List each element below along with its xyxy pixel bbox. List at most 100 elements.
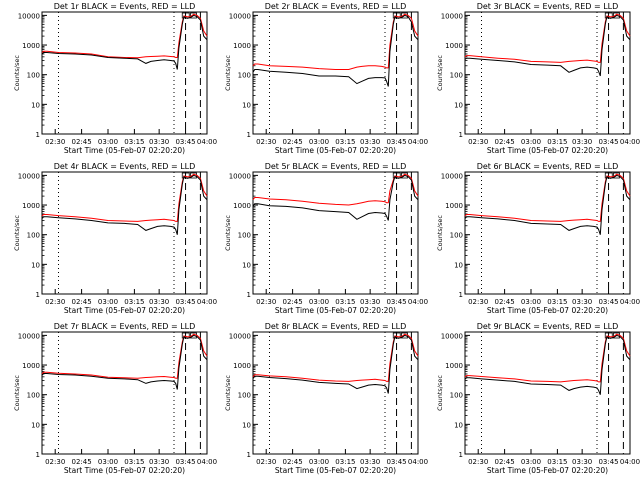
y-tick-label: 10 xyxy=(31,261,40,269)
series-lld-line xyxy=(41,333,208,379)
y-tick-label: 10 xyxy=(454,261,463,269)
y-tick-label: 100 xyxy=(238,392,251,400)
x-axis-label: Start Time (05-Feb-07 02:20:20) xyxy=(487,466,608,475)
y-tick-label: 10 xyxy=(31,421,40,429)
y-tick-label: 1000 xyxy=(22,42,40,50)
x-tick-label: 02:45 xyxy=(72,298,92,306)
y-axis-label: Counts/sec xyxy=(13,375,21,411)
x-tick-label: 03:00 xyxy=(309,298,329,306)
plot-frame xyxy=(252,11,419,135)
x-tick-label: 03:45 xyxy=(175,458,195,466)
x-axis-label: Start Time (05-Feb-07 02:20:20) xyxy=(64,146,185,155)
x-tick-label: 03:00 xyxy=(98,138,118,146)
x-tick-label: 03:45 xyxy=(386,298,406,306)
series-events-line xyxy=(464,14,631,77)
x-tick-label: 03:30 xyxy=(360,298,380,306)
panel-title: Det 3r BLACK = Events, RED = LLD xyxy=(477,2,619,11)
x-tick-label: 03:45 xyxy=(175,138,195,146)
plot-frame xyxy=(252,171,419,295)
y-tick-label: 1000 xyxy=(233,42,251,50)
series-lld-line xyxy=(252,173,419,206)
y-tick-label: 1000 xyxy=(233,362,251,370)
x-tick-label: 03:45 xyxy=(386,138,406,146)
x-tick-label: 03:00 xyxy=(98,298,118,306)
x-tick-label: 03:30 xyxy=(149,298,169,306)
panel-det-1: Det 1r BLACK = Events, RED = LLD 1 10 100 10… xyxy=(13,2,217,155)
y-tick-label: 10 xyxy=(242,261,251,269)
x-tick-label: 03:00 xyxy=(521,138,541,146)
y-tick-label: 100 xyxy=(450,72,463,80)
y-tick-label: 10000 xyxy=(229,332,251,340)
y-tick-label: 1 xyxy=(247,291,251,299)
series-events-line xyxy=(464,334,631,395)
x-tick-label: 02:45 xyxy=(495,458,515,466)
panel-title: Det 1r BLACK = Events, RED = LLD xyxy=(54,2,196,11)
y-tick-label: 1 xyxy=(459,291,463,299)
x-tick-label: 03:45 xyxy=(598,458,618,466)
x-tick-label: 04:00 xyxy=(197,458,217,466)
x-tick-label: 04:00 xyxy=(408,298,428,306)
panel-det-2: Det 2r BLACK = Events, RED = LLD 1 10 100 10… xyxy=(224,2,428,155)
x-tick-label: 03:00 xyxy=(309,138,329,146)
x-tick-label: 02:45 xyxy=(283,298,303,306)
panel-title: Det 4r BLACK = Events, RED = LLD xyxy=(54,162,196,171)
x-tick-label: 04:00 xyxy=(620,458,640,466)
series-lld-line xyxy=(252,13,419,70)
x-tick-label: 03:30 xyxy=(360,458,380,466)
x-tick-label: 03:15 xyxy=(547,458,567,466)
series-events-line xyxy=(252,334,419,394)
x-tick-label: 04:00 xyxy=(620,298,640,306)
y-axis-label: Counts/sec xyxy=(436,375,444,411)
x-tick-label: 03:15 xyxy=(547,298,567,306)
plot-frame xyxy=(464,171,631,295)
panel-title: Det 6r BLACK = Events, RED = LLD xyxy=(477,162,619,171)
plot-frame xyxy=(464,11,631,135)
y-tick-label: 1000 xyxy=(22,202,40,210)
series-lld-line xyxy=(464,173,631,222)
series-events-line xyxy=(41,334,208,390)
x-axis-label: Start Time (05-Feb-07 02:20:20) xyxy=(487,306,608,315)
x-tick-label: 03:30 xyxy=(572,138,592,146)
panel-det-3: Det 3r BLACK = Events, RED = LLD 1 10 100 10… xyxy=(436,2,640,155)
y-tick-label: 100 xyxy=(238,232,251,240)
x-tick-label: 02:30 xyxy=(256,458,276,466)
panel-det-5: Det 5r BLACK = Events, RED = LLD 1 10 100 10… xyxy=(224,162,428,315)
x-tick-label: 03:45 xyxy=(175,298,195,306)
y-axis-label: Counts/sec xyxy=(436,215,444,251)
y-tick-label: 10 xyxy=(31,101,40,109)
x-axis-label: Start Time (05-Feb-07 02:20:20) xyxy=(487,146,608,155)
x-tick-label: 03:30 xyxy=(149,138,169,146)
y-axis-label: Counts/sec xyxy=(13,215,21,251)
series-lld-line xyxy=(252,333,419,382)
x-tick-label: 03:15 xyxy=(547,138,567,146)
y-tick-label: 10000 xyxy=(441,172,463,180)
y-tick-label: 10000 xyxy=(441,332,463,340)
x-tick-label: 03:00 xyxy=(309,458,329,466)
x-tick-label: 02:45 xyxy=(495,298,515,306)
x-tick-label: 02:30 xyxy=(468,298,488,306)
y-tick-label: 1 xyxy=(247,131,251,139)
series-lld-line xyxy=(41,13,208,59)
panel-det-7: Det 7r BLACK = Events, RED = LLD 1 10 100 10… xyxy=(13,322,217,475)
x-tick-label: 03:15 xyxy=(335,138,355,146)
x-tick-label: 04:00 xyxy=(408,138,428,146)
x-tick-label: 03:15 xyxy=(124,458,144,466)
x-tick-label: 03:15 xyxy=(124,298,144,306)
y-axis-label: Counts/sec xyxy=(13,55,21,91)
panel-det-4: Det 4r BLACK = Events, RED = LLD 1 10 100 10… xyxy=(13,162,217,315)
x-tick-label: 02:30 xyxy=(468,138,488,146)
panel-title: Det 2r BLACK = Events, RED = LLD xyxy=(265,2,407,11)
y-tick-label: 1 xyxy=(36,291,40,299)
y-tick-label: 100 xyxy=(450,232,463,240)
series-events-line xyxy=(252,14,419,87)
panel-title: Det 5r BLACK = Events, RED = LLD xyxy=(265,162,407,171)
x-tick-label: 02:45 xyxy=(72,458,92,466)
x-tick-label: 04:00 xyxy=(197,138,217,146)
x-tick-label: 03:00 xyxy=(521,298,541,306)
y-tick-label: 1000 xyxy=(445,362,463,370)
x-tick-label: 02:45 xyxy=(283,138,303,146)
x-tick-label: 02:30 xyxy=(45,298,65,306)
x-tick-label: 02:45 xyxy=(72,138,92,146)
y-tick-label: 100 xyxy=(27,232,40,240)
